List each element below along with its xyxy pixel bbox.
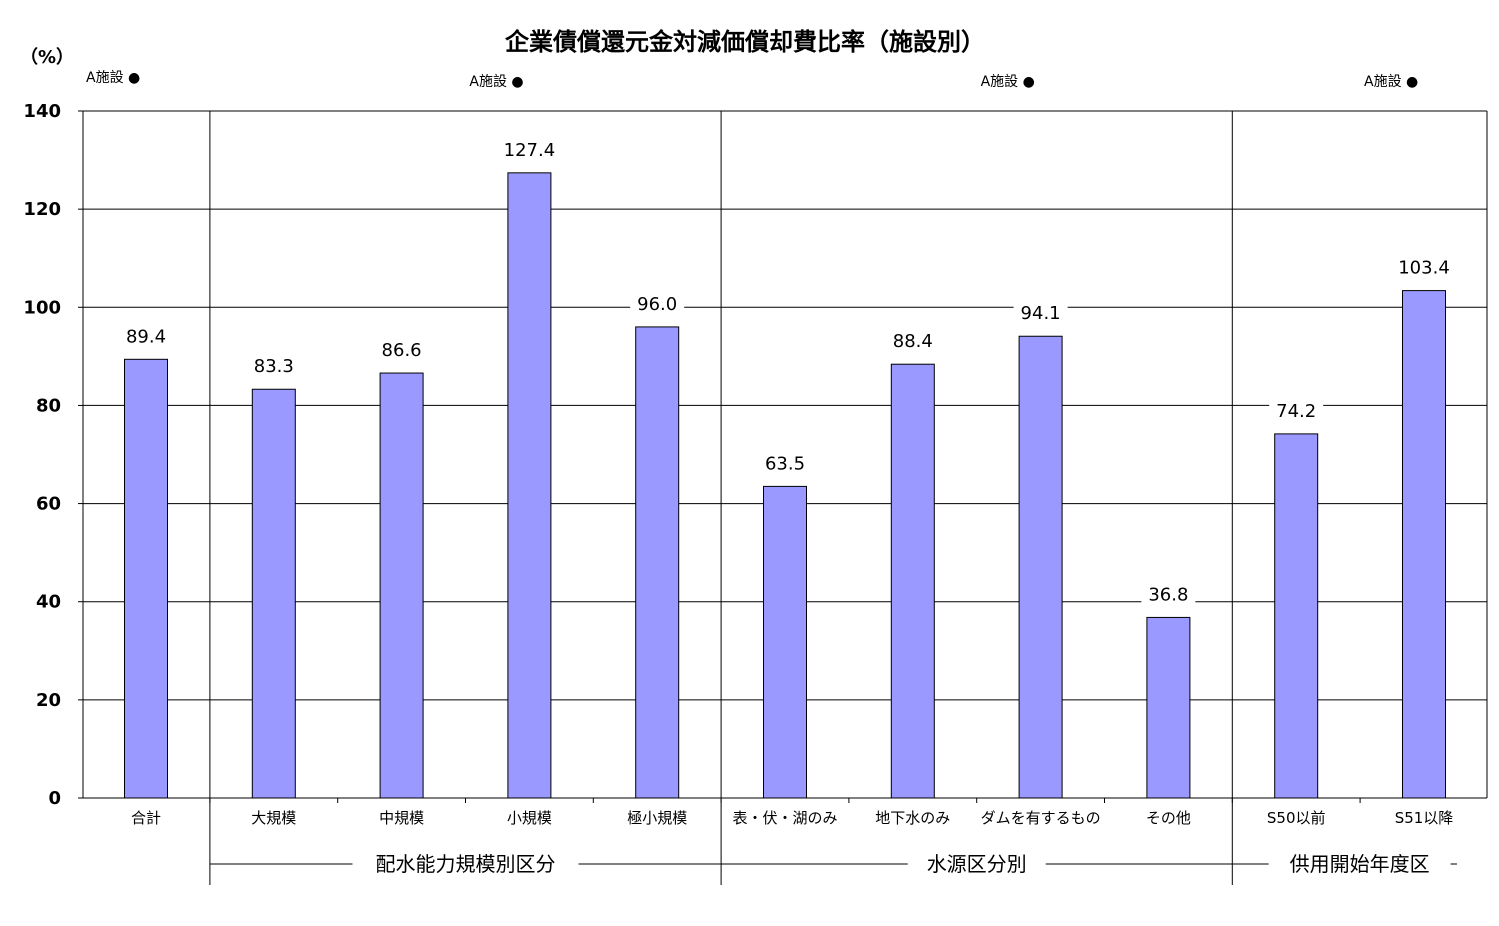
value-label-bg xyxy=(246,353,301,378)
y-tick-label: 0 xyxy=(48,788,61,809)
annotation-text: A施設 ● xyxy=(981,74,1035,90)
y-tick-label: 60 xyxy=(36,494,61,515)
category-label: S50以前 xyxy=(1267,809,1326,827)
group-label: 水源区分別 xyxy=(927,852,1027,876)
category-label: 小規模 xyxy=(507,809,552,827)
bars xyxy=(119,136,1457,799)
group-separators xyxy=(209,111,1457,885)
value-label-bg xyxy=(885,328,940,353)
value-label-bg xyxy=(1391,254,1457,279)
value-label-bg xyxy=(630,290,685,315)
category-label: その他 xyxy=(1146,809,1191,827)
group-label: 供用開始年度区 xyxy=(1290,852,1430,876)
labels: 0 20 40 60 80 100 120 140 89.4 合計 83.3 大規模 86.6 中規模 12… xyxy=(23,70,1453,876)
category-label: 大規模 xyxy=(251,809,296,827)
value-label-bg xyxy=(119,323,173,348)
bar-4 xyxy=(635,326,680,799)
category-label: S51以降 xyxy=(1395,809,1454,827)
annotation-text: A施設 ● xyxy=(469,74,523,90)
y-tick-label: 40 xyxy=(36,592,61,613)
axes xyxy=(78,110,1487,803)
bar-2 xyxy=(379,372,424,799)
value-label: 36.8 xyxy=(1148,584,1188,605)
value-label: 88.4 xyxy=(893,331,933,352)
value-label-bg xyxy=(1013,300,1068,325)
value-label: 74.2 xyxy=(1276,401,1316,422)
bar-8 xyxy=(1146,616,1191,799)
y-tick-label: 80 xyxy=(36,395,61,416)
group-label: 配水能力規模別区分 xyxy=(376,852,556,876)
value-label-bg xyxy=(758,450,812,475)
bar-9 xyxy=(1274,433,1319,799)
value-label: 94.1 xyxy=(1021,303,1061,324)
category-label: 中規模 xyxy=(379,809,424,827)
value-label-bg xyxy=(1269,397,1324,422)
y-axis-unit: （%） xyxy=(20,47,74,68)
category-label: 合計 xyxy=(131,809,161,827)
annotation-text: A施設 ● xyxy=(86,70,140,86)
value-label: 103.4 xyxy=(1398,258,1450,279)
bar-6 xyxy=(890,363,935,799)
bar-7 xyxy=(1018,335,1063,799)
bar-10 xyxy=(1402,290,1446,799)
value-label: 96.0 xyxy=(637,294,677,315)
category-label: 地下水のみ xyxy=(875,809,950,827)
y-tick-label: 120 xyxy=(23,199,61,220)
bar-5 xyxy=(763,485,807,799)
value-label: 63.5 xyxy=(765,453,805,474)
value-label-bg xyxy=(1141,581,1196,606)
y-tick-label: 140 xyxy=(23,101,61,122)
y-tick-label: 100 xyxy=(23,297,61,318)
value-label: 127.4 xyxy=(504,140,556,161)
category-label: ダムを有するもの xyxy=(981,809,1101,827)
bar-0 xyxy=(124,358,168,799)
category-label: 極小規模 xyxy=(627,809,687,827)
value-label-bg xyxy=(496,136,562,161)
bar-3 xyxy=(507,172,552,799)
category-label: 表・伏・湖のみ xyxy=(732,809,837,827)
value-label: 83.3 xyxy=(254,356,294,377)
annotation-text: A施設 ● xyxy=(1364,74,1418,90)
chart-title: 企業債償還元金対減価償却費比率（施設別） xyxy=(505,28,985,56)
bar-1 xyxy=(251,388,296,799)
value-label-bg xyxy=(374,337,429,362)
value-label: 86.6 xyxy=(382,340,422,361)
y-tick-label: 20 xyxy=(36,690,61,711)
value-label: 89.4 xyxy=(126,326,166,347)
